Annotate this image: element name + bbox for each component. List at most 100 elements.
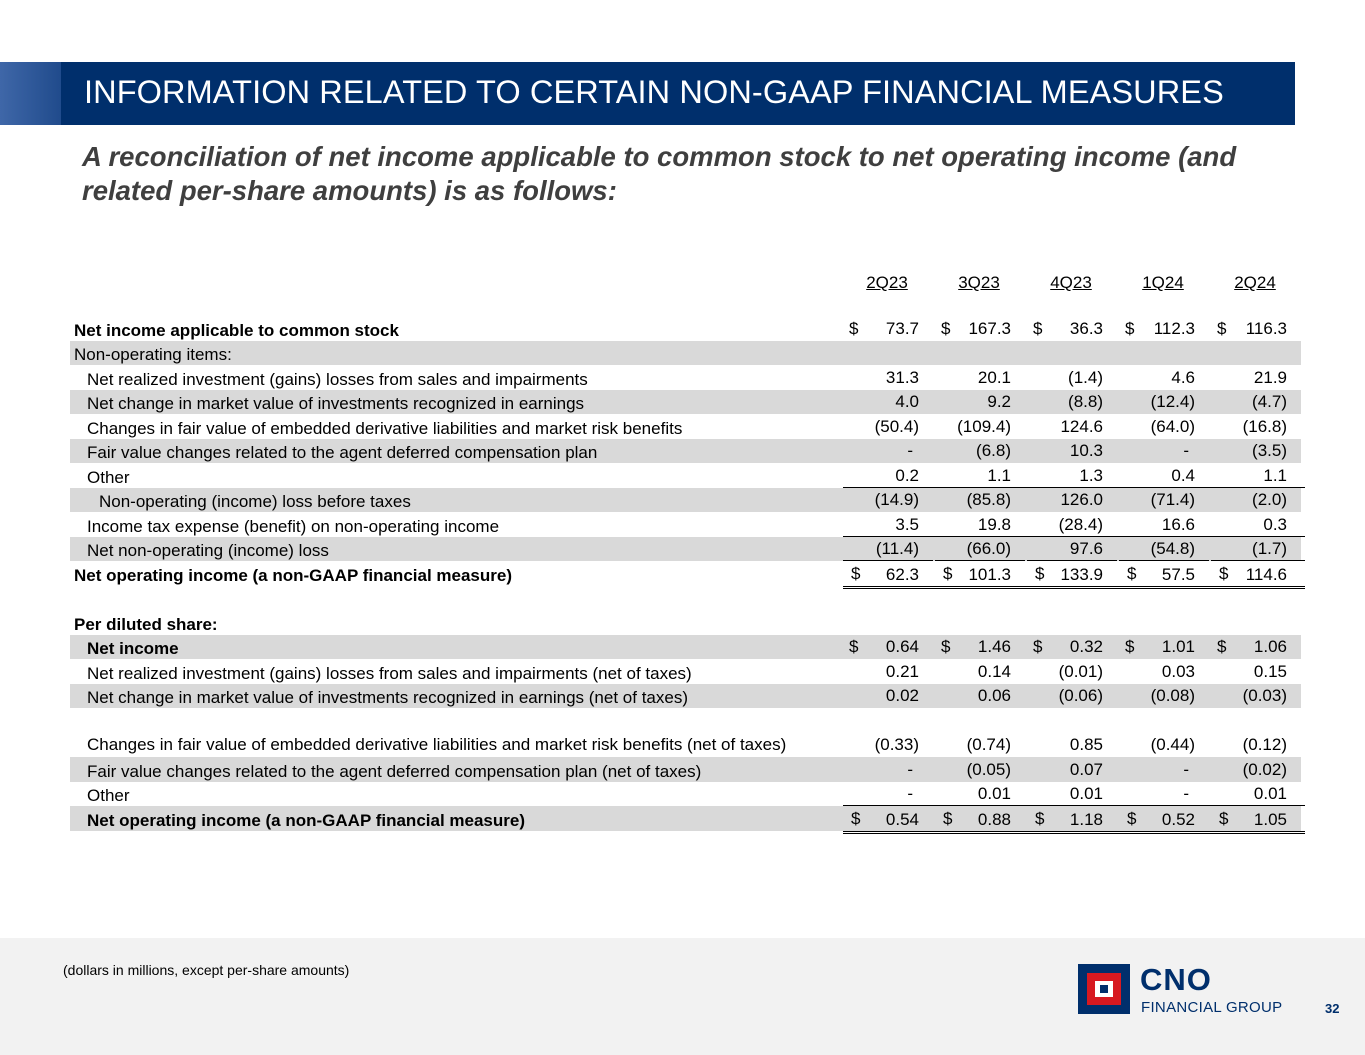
cell-value: - <box>843 783 937 806</box>
cell-value: 116.3 <box>1245 318 1287 338</box>
table-row: Income tax expense (benefit) on non-oper… <box>70 512 1305 537</box>
currency-symbol: $ <box>941 637 951 656</box>
cell-value: 0.3 <box>1211 514 1305 537</box>
value-cell: $1.18 <box>1025 806 1121 834</box>
table-row: Net operating income (a non-GAAP financi… <box>70 561 1305 589</box>
value-cell: $114.6 <box>1209 561 1305 589</box>
cno-logo-icon <box>1078 964 1130 1014</box>
cell-value: 0.2 <box>843 465 937 488</box>
value-cell: 0.14 <box>933 659 1025 684</box>
currency-symbol: $ <box>1035 563 1045 583</box>
cell-value: (0.08) <box>1150 686 1195 705</box>
cell-value: 0.88 <box>935 809 1029 834</box>
table-row: Per diluted share: <box>70 610 1301 635</box>
cell-value: 133.9 <box>1027 564 1121 589</box>
value-cell <box>1025 340 1117 365</box>
cell-value: 0.02 <box>885 686 919 705</box>
row-label: Net change in market value of investment… <box>70 683 841 708</box>
cell-value: 4.6 <box>1171 367 1195 387</box>
currency-symbol: $ <box>851 563 861 583</box>
cell-value: 31.3 <box>885 367 919 387</box>
cell-value: (6.8) <box>976 441 1011 460</box>
value-cell <box>1209 586 1301 611</box>
page-subtitle: A reconciliation of net income applicabl… <box>82 141 1237 206</box>
cell-value: (0.33) <box>874 735 919 754</box>
cell-value: 167.3 <box>968 318 1011 338</box>
cell-value: (4.7) <box>1252 392 1287 411</box>
currency-symbol: $ <box>1217 318 1227 338</box>
cell-value: 0.07 <box>1069 759 1103 779</box>
value-cell: 1.3 <box>1025 463 1121 488</box>
reconciliation-table: 2Q23 3Q23 4Q23 1Q24 2Q24 Net income applicabl… <box>70 265 1305 834</box>
cell-value: (8.8) <box>1068 392 1103 411</box>
value-cell: 1.1 <box>933 463 1029 488</box>
table-row: Net realized investment (gains) losses f… <box>70 365 1301 390</box>
value-cell: 0.85 <box>1025 708 1117 757</box>
cell-value: 124.6 <box>1060 416 1103 436</box>
table-row: Non-operating (income) loss before taxes… <box>70 487 1301 512</box>
currency-symbol: $ <box>1219 563 1229 583</box>
cell-value: - <box>1183 441 1189 460</box>
cell-value: 21.9 <box>1253 367 1287 387</box>
row-label: Net realized investment (gains) losses f… <box>87 663 692 683</box>
value-cell: (109.4) <box>933 414 1025 439</box>
cell-value: (16.8) <box>1242 416 1287 436</box>
column-header-label: 2Q24 <box>1234 273 1276 292</box>
cell-value: (0.06) <box>1058 686 1103 705</box>
cell-value: (0.01) <box>1058 661 1103 681</box>
row-label: Other <box>87 786 130 805</box>
value-cell: (0.74) <box>933 708 1025 757</box>
column-header: 4Q23 <box>1025 265 1117 303</box>
value-cell: $101.3 <box>933 561 1029 589</box>
cell-value: 0.01 <box>935 783 1029 806</box>
cell-value: 0.52 <box>1119 809 1213 834</box>
footnote: (dollars in millions, except per-share a… <box>63 962 350 978</box>
value-cell: $0.64 <box>841 634 933 659</box>
cell-value: 19.8 <box>935 514 1029 537</box>
value-cell: 19.8 <box>933 512 1029 537</box>
value-cell: 0.4 <box>1117 463 1213 488</box>
cell-value: (28.4) <box>1027 514 1121 537</box>
currency-symbol: $ <box>851 808 861 828</box>
value-cell: 0.03 <box>1117 659 1209 684</box>
value-cell: 0.07 <box>1025 757 1117 782</box>
row-label: Other <box>87 467 130 487</box>
currency-symbol: $ <box>1217 637 1227 656</box>
currency-symbol: $ <box>1033 637 1043 656</box>
value-cell: 0.01 <box>1025 782 1121 806</box>
value-cell: (0.06) <box>1025 683 1117 708</box>
cell-value: 114.6 <box>1211 564 1305 589</box>
value-cell: 126.0 <box>1025 487 1117 512</box>
row-label: Changes in fair value of embedded deriva… <box>87 418 683 438</box>
value-cell: $73.7 <box>841 316 933 341</box>
cell-value: 1.06 <box>1253 637 1287 656</box>
value-cell: (64.0) <box>1117 414 1209 439</box>
value-cell: - <box>841 757 933 782</box>
cell-value: 126.0 <box>1060 490 1103 509</box>
value-cell: 0.01 <box>1209 782 1305 806</box>
cell-value: (0.05) <box>966 759 1011 779</box>
cell-value: (0.44) <box>1150 735 1195 754</box>
currency-symbol: $ <box>941 318 951 338</box>
cell-value: 4.0 <box>895 392 919 411</box>
value-cell: 0.06 <box>933 683 1025 708</box>
value-cell <box>933 610 1025 635</box>
value-cell: (2.0) <box>1209 487 1301 512</box>
cell-value: 3.5 <box>843 514 937 537</box>
value-cell: - <box>841 438 933 463</box>
value-cell: 4.6 <box>1117 365 1209 390</box>
column-header: 1Q24 <box>1117 265 1209 303</box>
value-cell: - <box>841 782 937 806</box>
table-row: Net change in market value of investment… <box>70 389 1301 414</box>
value-cell <box>1117 340 1209 365</box>
cell-value: 1.3 <box>1027 465 1121 488</box>
value-cell: (0.08) <box>1117 683 1209 708</box>
cell-value: 0.15 <box>1253 661 1287 681</box>
value-cell <box>1209 610 1301 635</box>
table-row: Net income $0.64 $1.46 $0.32 $1.01 $1.06 <box>70 634 1301 659</box>
value-cell: 4.0 <box>841 389 933 414</box>
cell-value: 9.2 <box>987 392 1011 411</box>
cell-value: (50.4) <box>874 416 919 436</box>
value-cell: $133.9 <box>1025 561 1121 589</box>
title-accent <box>0 62 61 125</box>
